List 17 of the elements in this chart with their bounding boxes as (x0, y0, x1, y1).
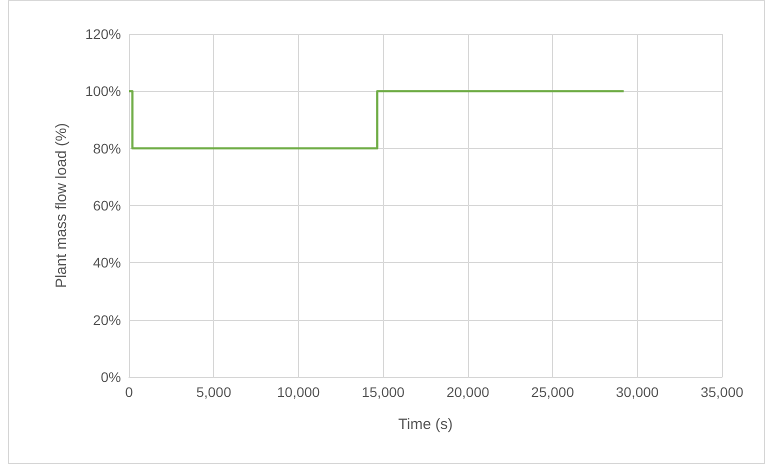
y-tick-label: 20% (92, 312, 121, 328)
y-tick-label: 120% (85, 26, 121, 42)
x-axis-title: Time (s) (398, 416, 453, 433)
y-tick-label: 80% (92, 140, 121, 156)
y-tick-label: 40% (92, 254, 121, 271)
y-tick-label: 0% (100, 369, 121, 385)
y-tick-label: 60% (92, 198, 121, 214)
x-tick-label: 20,000 (446, 384, 490, 400)
x-tick-label: 0 (125, 384, 134, 400)
y-axis-title: Plant mass flow load (%) (53, 122, 70, 288)
x-tick-label: 25,000 (531, 384, 574, 400)
y-tick-label: 100% (85, 83, 121, 100)
x-tick-label: 5,000 (196, 384, 232, 400)
x-tick-label: 15,000 (362, 384, 405, 400)
x-tick-label: 35,000 (700, 384, 744, 400)
x-tick-label: 10,000 (277, 384, 320, 400)
x-tick-label: 30,000 (616, 384, 659, 400)
